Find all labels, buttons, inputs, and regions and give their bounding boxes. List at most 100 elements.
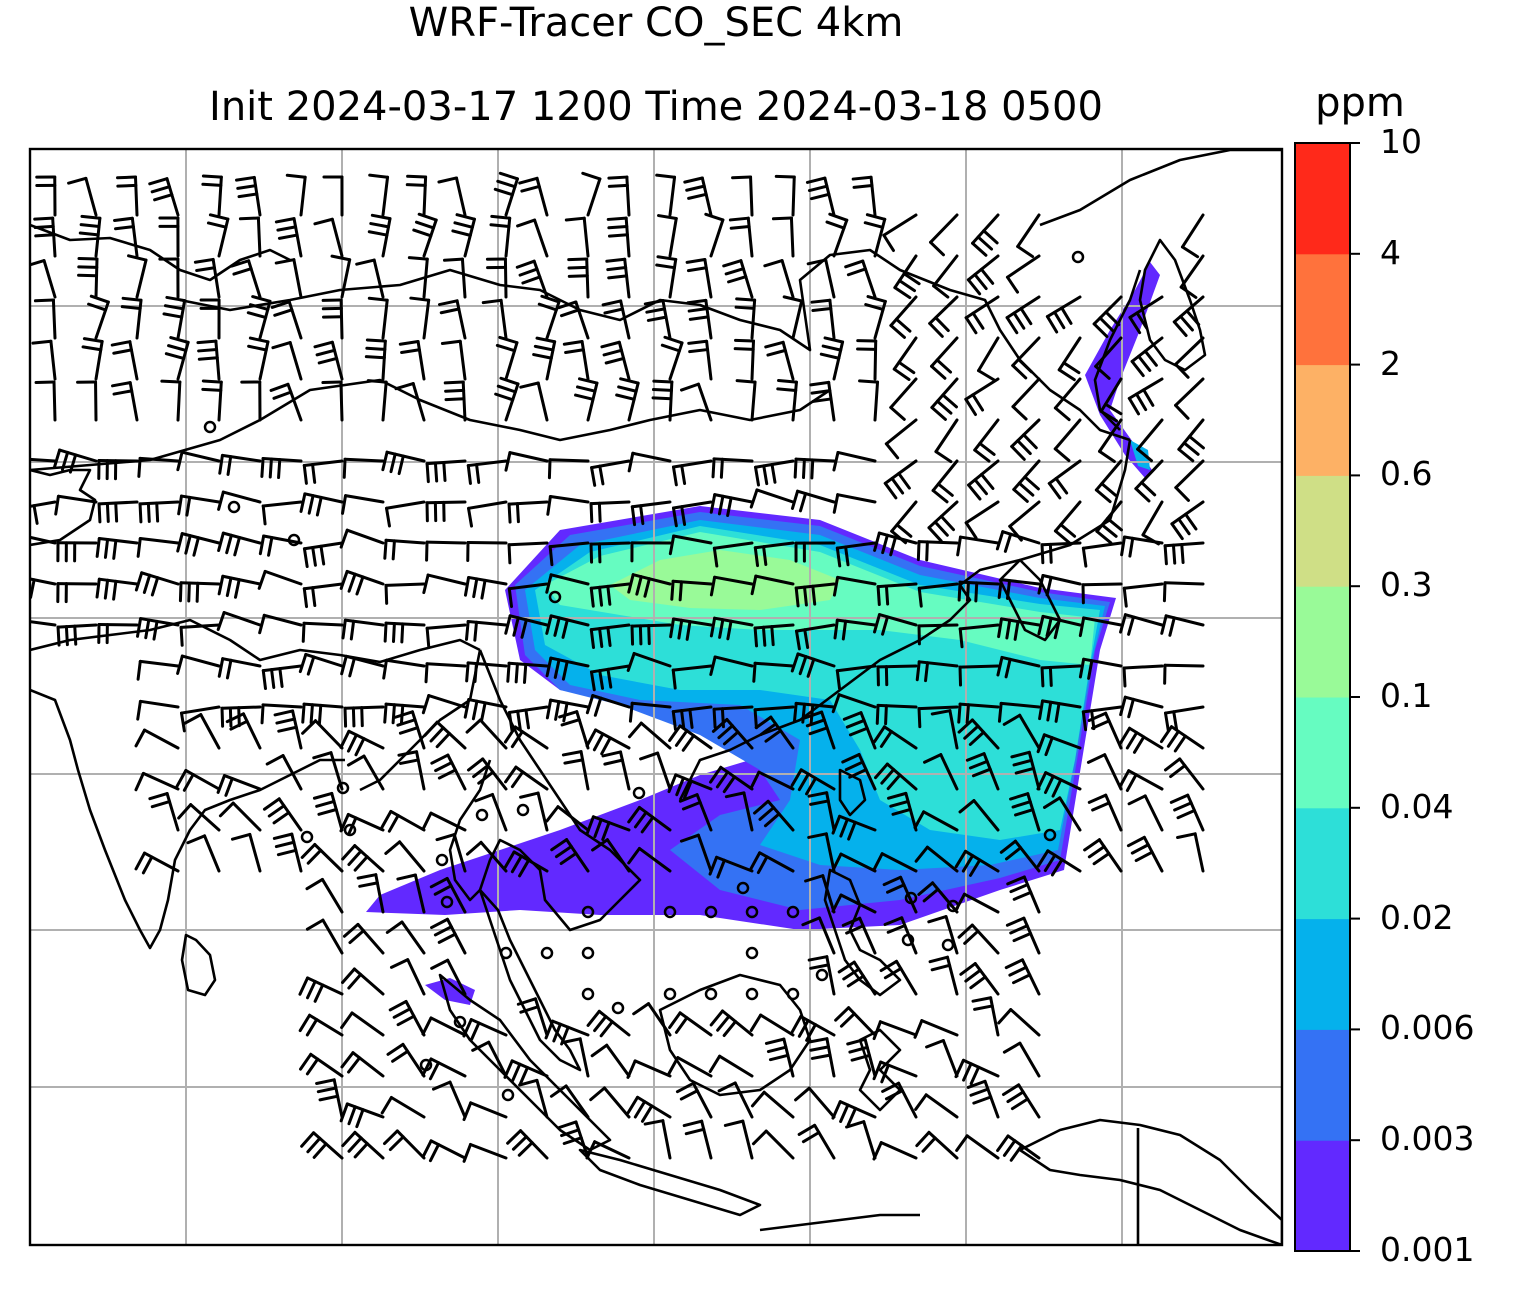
calm-wind-marker	[663, 905, 677, 919]
wind-barb	[367, 213, 392, 258]
wind-barb	[421, 811, 467, 832]
wind-barb	[964, 377, 1000, 417]
wind-barb	[199, 298, 221, 340]
wind-barb	[312, 791, 344, 832]
wind-barb	[686, 298, 713, 340]
wind-barb	[339, 528, 385, 549]
wind-barb	[1180, 213, 1205, 259]
wind-barb	[776, 379, 798, 422]
wind-barb	[794, 541, 836, 563]
wind-barb	[1045, 295, 1082, 334]
wind-barb	[996, 1134, 1041, 1162]
wind-barb	[302, 459, 344, 485]
calm-wind-marker	[343, 823, 357, 837]
wind-barb	[127, 254, 148, 299]
wind-barb	[917, 623, 959, 646]
wind-barb	[95, 537, 139, 560]
wind-barb	[218, 801, 262, 832]
wind-barb	[606, 216, 631, 258]
wind-barb	[111, 381, 139, 422]
wind-barb	[35, 175, 57, 217]
wind-barb	[874, 762, 918, 791]
wind-barb	[261, 500, 303, 526]
wind-barb	[305, 877, 344, 914]
wind-barb	[1092, 295, 1123, 339]
wind-barb	[1099, 377, 1123, 423]
wind-barb	[1170, 500, 1205, 541]
wind-barb	[504, 614, 549, 639]
wind-barb	[383, 1129, 426, 1160]
wind-barb	[270, 300, 303, 340]
wind-barb	[302, 541, 344, 569]
wind-barb	[1130, 336, 1164, 378]
wind-barb	[923, 753, 959, 791]
wind-barb	[750, 1090, 795, 1119]
calm-wind-marker	[336, 781, 350, 795]
wind-barb	[300, 1131, 344, 1160]
wind-barb	[1002, 713, 1041, 750]
wind-barb	[957, 580, 1000, 603]
wind-barb	[355, 258, 385, 299]
calm-wind-marker	[300, 830, 314, 844]
wind-barb	[1098, 418, 1123, 464]
wind-barb	[589, 582, 631, 608]
borneo	[658, 973, 812, 1097]
wind-barb	[671, 664, 713, 690]
wind-barb	[709, 616, 754, 641]
wind-barb	[574, 377, 599, 422]
wind-barb	[957, 702, 1000, 725]
wind-barb	[383, 621, 426, 644]
wind-barb	[954, 1058, 1000, 1086]
wind-barb	[1043, 796, 1082, 832]
calm-wind-marker	[946, 899, 960, 913]
wind-barb	[1118, 769, 1164, 792]
wind-barb	[997, 701, 1041, 723]
himalaya-border	[30, 618, 481, 664]
wind-barb	[750, 574, 795, 596]
wind-barb	[341, 618, 385, 641]
wind-barb	[1163, 705, 1205, 733]
russia-china-border	[179, 248, 1131, 442]
wind-barb	[915, 660, 959, 683]
wind-barb	[883, 459, 918, 500]
colorbar-segment	[1295, 807, 1350, 920]
wind-barb	[120, 296, 143, 340]
wind-barb	[272, 832, 303, 873]
wind-barb	[177, 494, 221, 517]
wind-barb	[1127, 794, 1164, 832]
wind-barb	[858, 379, 880, 422]
wind-barb	[481, 298, 508, 340]
wind-barb	[1126, 835, 1164, 873]
wind-barb	[30, 577, 57, 599]
wind-barb	[876, 582, 918, 607]
wind-barb	[709, 493, 754, 518]
wind-barb	[917, 705, 959, 729]
wind-barb	[630, 500, 672, 527]
wind-barb	[835, 541, 877, 568]
wind-barb	[1037, 574, 1082, 597]
wind-barb	[396, 873, 426, 914]
wind-barb	[412, 212, 438, 258]
wind-barb	[671, 500, 713, 528]
wind-barb	[679, 382, 713, 422]
wind-barb	[342, 457, 385, 479]
wind-barb	[1037, 614, 1082, 640]
wind-barb	[995, 530, 1041, 553]
wind-barb	[832, 493, 877, 514]
wind-barb	[733, 338, 755, 381]
wind-barb	[341, 967, 385, 996]
wind-barb	[667, 773, 713, 800]
wind-barb	[585, 815, 631, 841]
wind-barb	[965, 752, 1000, 791]
wind-barb	[754, 715, 795, 750]
wind-barb	[216, 611, 262, 632]
wind-barb	[1057, 336, 1082, 382]
wind-barb	[340, 1051, 385, 1078]
colorbar-tick-label: 0.04	[1380, 786, 1454, 826]
wind-barb	[977, 336, 1000, 382]
wind-barb	[430, 753, 467, 791]
wind-barb	[585, 1140, 631, 1160]
tracer-patch-south	[425, 978, 475, 1005]
wind-barb	[966, 1079, 1000, 1119]
wind-barb	[537, 294, 561, 340]
